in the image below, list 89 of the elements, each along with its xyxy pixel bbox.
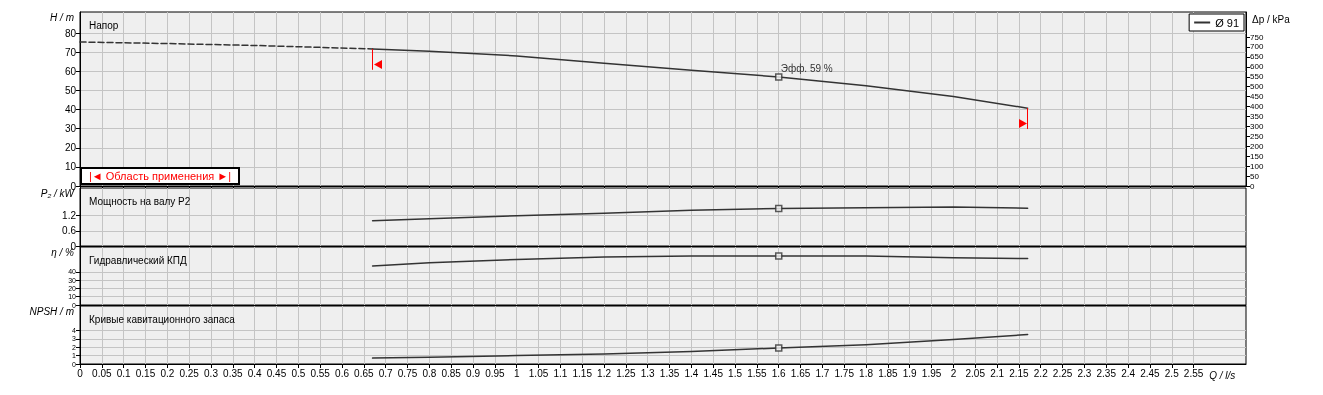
x-tick-label: 0.9: [466, 367, 481, 379]
x-tick-label: 0.6: [335, 367, 350, 379]
x-tick-label: 2.5: [1164, 367, 1180, 379]
x-tick-label: 1.1: [553, 367, 568, 379]
x-tick-label: 0.4: [247, 367, 263, 379]
x-tick-label: 1.25: [616, 367, 637, 379]
y2-tick-label: 150: [1250, 151, 1264, 161]
x-tick-label: 1.9: [902, 367, 918, 379]
x-tick-label: 0.95: [485, 367, 506, 379]
y2-tick-label: 50: [1250, 171, 1260, 181]
y-tick-label: 80: [64, 27, 77, 39]
y2-tick-label: 250: [1250, 131, 1264, 141]
x-tick-label: 0.85: [441, 367, 462, 379]
x-tick-label: 0.8: [422, 367, 437, 379]
x-tick-label: 1.5: [728, 367, 743, 379]
x-tick-label: 1.35: [659, 367, 680, 379]
y2-tick-label: 350: [1250, 111, 1264, 121]
y-tick-label: 10: [64, 161, 77, 173]
x-tick-label: 0.2: [160, 367, 175, 379]
y-tick-label: 60: [64, 65, 77, 77]
y-tick-label: 1.2: [62, 210, 77, 222]
x-tick-label: 0.45: [266, 367, 287, 379]
x-tick-label: 0.3: [204, 367, 219, 379]
text: Гидравлический КПД: [89, 254, 188, 266]
y-tick-label: 50: [64, 84, 77, 96]
y-tick-label: 20: [64, 142, 77, 154]
x-tick-label: 0.05: [92, 367, 112, 379]
x-tick-label: 1.75: [834, 367, 855, 379]
x-tick-label: 1.8: [859, 367, 874, 379]
x-tick-label: 1.2: [597, 367, 612, 379]
y2-tick-label: 650: [1250, 52, 1264, 62]
annotation: |◄ Область применения ►|: [88, 170, 232, 182]
x-tick-label: 1.6: [771, 367, 787, 379]
annotation: Эфф. 59 %: [780, 62, 833, 74]
y2-tick-label: 750: [1250, 32, 1264, 42]
y-axis-title: H / m: [50, 11, 74, 23]
y-tick-label: 30: [64, 123, 77, 135]
x-tick-label: 0.25: [179, 367, 200, 379]
x-tick-label: 2.05: [965, 367, 986, 379]
y-tick-label: 40: [64, 104, 77, 116]
x-tick-label: 0.65: [354, 367, 375, 379]
y2-tick-label: 600: [1250, 62, 1264, 72]
x-tick-label: 0.5: [291, 367, 306, 379]
y2-tick-label: 450: [1250, 92, 1264, 102]
x-tick-label: 0.75: [397, 367, 418, 379]
y2-axis-title: Δp / kPa: [1252, 13, 1291, 25]
x-tick-label: 2.3: [1077, 367, 1092, 379]
x-tick-label: 0.15: [135, 367, 156, 379]
x-tick-label: 1.65: [790, 367, 811, 379]
x-tick-label: 1.4: [684, 367, 699, 379]
y2-tick-label: 100: [1250, 161, 1264, 171]
x-tick-label: 2.4: [1121, 367, 1136, 379]
y2-tick-label: 550: [1250, 72, 1264, 82]
y-tick-label: 0.6: [62, 225, 77, 237]
y2-tick-label: 300: [1250, 121, 1264, 131]
x-tick-label: 0.55: [310, 367, 331, 379]
x-tick-label: 2.25: [1052, 367, 1073, 379]
x-tick-label: 0.1: [116, 367, 132, 379]
y2-tick-label: 400: [1250, 102, 1264, 112]
y2-tick-label: 200: [1250, 141, 1264, 151]
text: Мощность на валу P2: [89, 195, 191, 207]
text: Кривые кавитационного запаса: [89, 313, 236, 325]
y2-tick-label: 500: [1250, 82, 1264, 92]
x-tick-label: 1.95: [921, 367, 942, 379]
x-tick-label: 0.7: [378, 367, 394, 379]
x-tick-label: 1: [513, 367, 520, 379]
x-tick-label: 2.45: [1140, 367, 1161, 379]
x-tick-label: 2.35: [1096, 367, 1117, 379]
y-tick-label: 70: [64, 46, 77, 58]
x-tick-label: 2: [950, 367, 957, 379]
x-tick-label: 2.55: [1183, 367, 1204, 379]
x-tick-label: 1.55: [747, 367, 768, 379]
x-tick-label: 2.1: [990, 367, 1005, 379]
x-tick-label: 1.15: [572, 367, 593, 379]
x-tick-label: 1.85: [878, 367, 899, 379]
x-tick-label: 1.45: [703, 367, 724, 379]
x-tick-label: 2.2: [1033, 367, 1049, 379]
x-tick-label: 2.15: [1009, 367, 1030, 379]
x-tick-label: 1.7: [815, 367, 830, 379]
x-axis-title: Q / l/s: [1209, 369, 1236, 381]
line-series: [371, 333, 1029, 359]
y2-tick-label: 0: [1250, 181, 1255, 191]
x-tick-label: 1.3: [640, 367, 656, 379]
legend-label: Ø 91: [1215, 16, 1240, 29]
line-series: [371, 206, 1029, 222]
y2-tick-label: 700: [1250, 42, 1264, 52]
text: Напор: [89, 19, 119, 31]
x-tick-label: 0.35: [223, 367, 244, 379]
x-tick-label: 1.05: [528, 367, 549, 379]
